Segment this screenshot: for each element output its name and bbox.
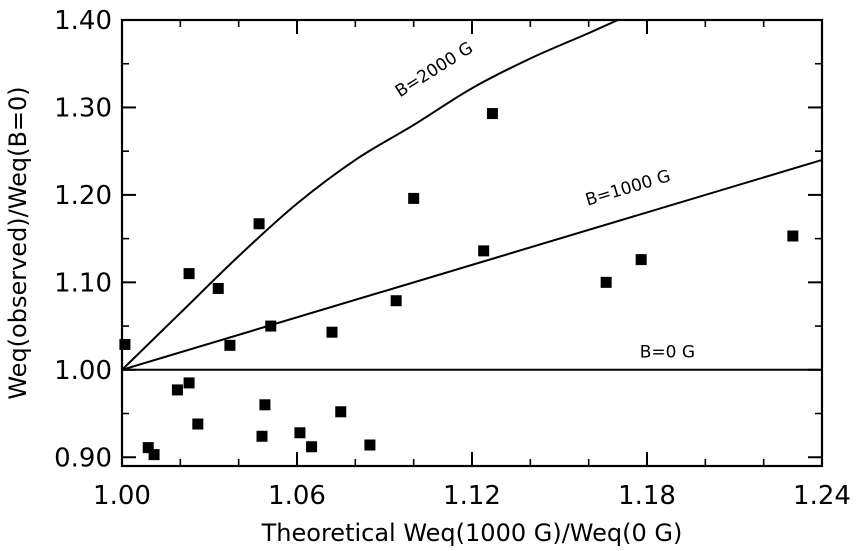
data-point — [224, 339, 236, 351]
data-point — [335, 406, 347, 418]
data-point — [253, 218, 265, 230]
x-tick-label: 1.24 — [793, 481, 851, 511]
x-tick-label: 1.18 — [618, 481, 676, 511]
y-tick-label: 0.90 — [54, 443, 112, 473]
curve-2 — [121, 158, 823, 371]
plot-frame — [120, 18, 824, 468]
x-axis-title: Theoretical Weq(1000 G)/Weq(0 G) — [261, 519, 683, 547]
y-tick-label: 1.30 — [54, 93, 112, 123]
data-point — [256, 430, 268, 442]
y-tick-label: 1.20 — [54, 181, 112, 211]
data-point — [119, 338, 131, 350]
data-point — [787, 230, 799, 242]
y-tick-label: 1.10 — [54, 268, 112, 298]
x-tick-label: 1.00 — [93, 481, 151, 511]
x-tick-label: 1.06 — [268, 481, 326, 511]
data-point — [306, 441, 318, 453]
curve-label: B=0 G — [640, 343, 695, 363]
y-tick-label: 1.00 — [54, 356, 112, 386]
data-point — [408, 192, 420, 204]
x-tick-label: 1.12 — [443, 481, 501, 511]
data-point — [600, 276, 612, 288]
curves: B=2000 GB=1000 GB=0 G — [121, 19, 823, 371]
data-point — [183, 268, 195, 280]
data-point — [635, 254, 647, 266]
data-point — [478, 245, 490, 257]
data-point — [364, 439, 376, 451]
data-point — [183, 377, 195, 389]
data-point — [148, 449, 160, 461]
data-point — [192, 418, 204, 430]
y-axis: 0.90 1.00 1.10 1.20 1.30 1.40 — [54, 6, 822, 473]
data-point — [294, 427, 306, 439]
data-point — [142, 442, 154, 454]
data-point — [171, 384, 183, 396]
data-points — [119, 108, 799, 461]
data-point — [265, 320, 277, 332]
curve-1 — [121, 19, 619, 371]
data-point — [486, 108, 498, 120]
data-point — [390, 295, 402, 307]
data-point — [259, 399, 271, 411]
data-point — [326, 326, 338, 338]
y-tick-label: 1.40 — [54, 6, 112, 36]
x-axis: 1.00 1.06 1.12 1.18 1.24 — [93, 20, 851, 511]
curve-label: B=1000 G — [583, 166, 673, 210]
y-axis-title: Weq(observed)/Weq(B=0) — [4, 86, 32, 399]
data-point — [212, 282, 224, 294]
